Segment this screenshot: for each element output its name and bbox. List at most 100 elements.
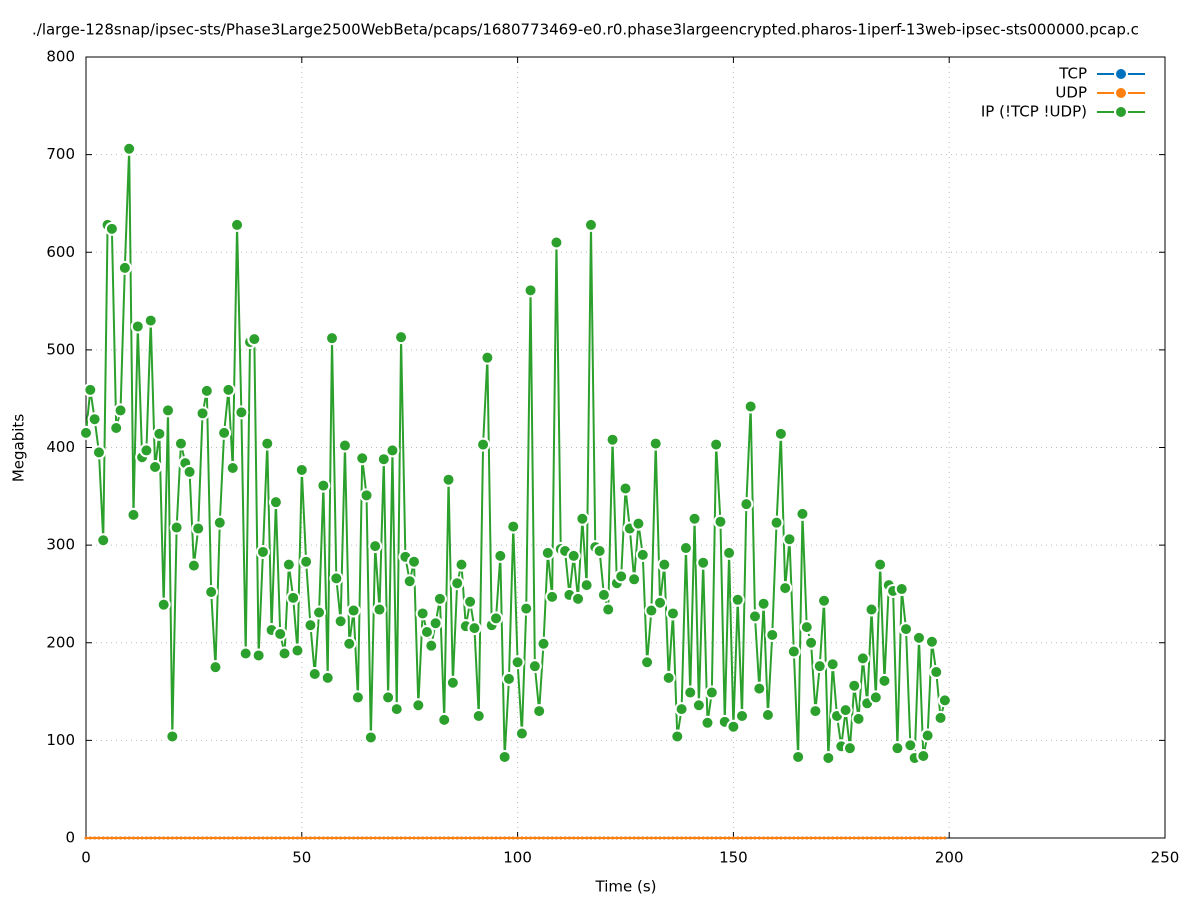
data-point <box>434 836 438 840</box>
data-point <box>752 681 767 696</box>
data-point <box>874 836 878 840</box>
data-point <box>93 836 97 840</box>
data-point <box>355 451 370 466</box>
y-tick-label: 600 <box>46 243 75 261</box>
data-point <box>740 836 744 840</box>
data-point <box>438 836 442 840</box>
data-point <box>114 836 118 840</box>
data-point <box>385 443 400 458</box>
data-point <box>697 836 701 840</box>
data-point <box>251 648 266 663</box>
data-point <box>407 554 422 569</box>
data-point <box>425 836 429 840</box>
data-point <box>326 836 330 840</box>
data-point <box>377 836 381 840</box>
data-point <box>575 511 590 526</box>
data-point <box>857 836 861 840</box>
data-point <box>757 836 761 840</box>
data-point <box>804 635 819 650</box>
data-point <box>445 675 460 690</box>
data-point <box>920 728 935 743</box>
y-tick-label: 100 <box>46 731 75 749</box>
data-point <box>498 836 502 840</box>
data-point <box>799 620 814 635</box>
data-point <box>632 836 636 840</box>
data-point <box>316 478 331 493</box>
data-point <box>346 603 361 618</box>
data-point <box>670 729 685 744</box>
data-point <box>199 383 214 398</box>
data-point <box>529 836 533 840</box>
y-axis-label: Megabits <box>10 414 28 482</box>
data-point <box>208 660 223 675</box>
data-point <box>386 836 390 840</box>
data-point <box>756 596 771 611</box>
data-point <box>303 618 318 633</box>
data-point <box>339 836 343 840</box>
data-point <box>130 319 145 334</box>
y-tick-label: 800 <box>46 48 75 66</box>
data-point <box>611 836 615 840</box>
data-point <box>842 741 857 756</box>
data-point <box>152 426 167 441</box>
data-point <box>117 260 132 275</box>
data-point <box>123 836 127 840</box>
data-point <box>451 836 455 840</box>
data-point <box>231 836 235 840</box>
data-point <box>248 836 252 840</box>
y-tick-label: 500 <box>46 340 75 358</box>
data-point <box>510 655 525 670</box>
data-point <box>877 673 892 688</box>
chart-title: ./large-128snap/ipsec-sts/Phase3Large250… <box>32 21 1139 39</box>
data-point <box>546 836 550 840</box>
data-point <box>376 452 391 467</box>
data-point <box>520 836 524 840</box>
data-point <box>403 836 407 840</box>
data-point <box>532 704 547 719</box>
legend-label: UDP <box>1055 84 1087 102</box>
data-point <box>913 836 917 840</box>
data-point <box>576 836 580 840</box>
data-point <box>372 602 387 617</box>
data-point <box>165 729 180 744</box>
data-point <box>213 836 217 840</box>
data-point <box>485 836 489 840</box>
data-point <box>429 836 433 840</box>
data-point <box>477 836 481 840</box>
data-point <box>891 836 895 840</box>
data-point <box>476 437 491 452</box>
data-point <box>779 836 783 840</box>
data-point <box>566 548 581 563</box>
data-point <box>511 836 515 840</box>
data-point <box>731 836 735 840</box>
data-point <box>618 481 633 496</box>
data-point <box>730 592 745 607</box>
data-point <box>156 597 171 612</box>
data-point <box>239 836 243 840</box>
data-point <box>766 836 770 840</box>
data-point <box>119 836 123 840</box>
data-point <box>549 235 564 250</box>
data-point <box>821 750 836 765</box>
data-point <box>450 576 465 591</box>
data-point <box>317 836 321 840</box>
data-point <box>786 644 801 659</box>
data-point <box>887 836 891 840</box>
data-point <box>882 836 886 840</box>
data-point <box>688 836 692 840</box>
data-point <box>921 836 925 840</box>
data-point <box>710 836 714 840</box>
data-point <box>337 438 352 453</box>
data-point <box>217 425 232 440</box>
data-point <box>352 836 356 840</box>
data-point <box>572 836 576 840</box>
data-point <box>680 836 684 840</box>
data-point <box>432 591 447 606</box>
data-point <box>598 836 602 840</box>
x-tick-label: 0 <box>81 849 91 867</box>
data-point <box>718 836 722 840</box>
data-point <box>825 657 840 672</box>
data-point <box>170 836 174 840</box>
data-point <box>864 602 879 617</box>
